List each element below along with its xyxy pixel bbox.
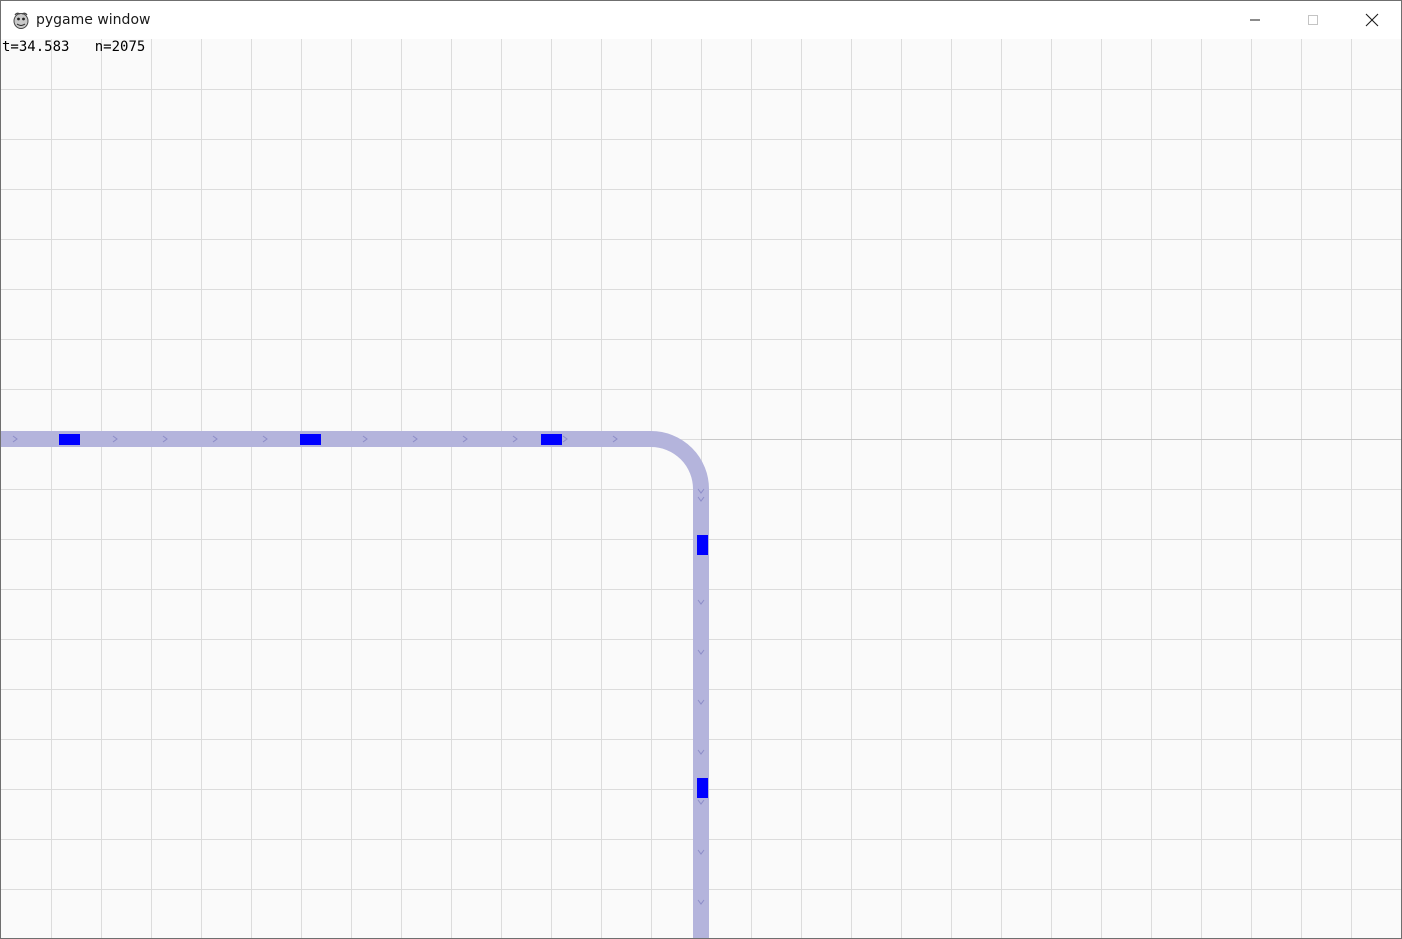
chevron-down-icon (697, 649, 705, 655)
vehicle (541, 434, 562, 445)
chevron-down-icon (697, 699, 705, 705)
chevron-right-icon (512, 435, 518, 443)
window-title: pygame window (36, 12, 151, 28)
chevron-right-icon (162, 435, 168, 443)
close-button[interactable] (1343, 1, 1401, 39)
road-path (1, 431, 709, 938)
chevron-right-icon (362, 435, 368, 443)
hud-readout: t=34.583 n=2075 (2, 39, 145, 56)
maximize-icon (1308, 15, 1318, 25)
pygame-snake-icon (13, 12, 29, 29)
chevron-right-icon (612, 435, 618, 443)
direction-arrows (12, 435, 705, 905)
chevron-down-icon (697, 849, 705, 855)
vehicle (59, 434, 80, 445)
title-bar[interactable]: pygame window (1, 1, 1401, 39)
chevron-right-icon (562, 435, 568, 443)
grid-lines (1, 39, 1401, 938)
maximize-button[interactable] (1284, 1, 1342, 39)
chevron-right-icon (462, 435, 468, 443)
vehicle (697, 535, 708, 555)
vehicle (697, 778, 708, 798)
close-icon (1365, 13, 1379, 27)
chevron-right-icon (262, 435, 268, 443)
chevron-right-icon (412, 435, 418, 443)
time-readout: t=34.583 (2, 39, 70, 55)
chevron-down-icon (697, 749, 705, 755)
chevron-down-icon (697, 488, 705, 494)
count-readout: n=2075 (94, 39, 146, 55)
chevron-down-icon (697, 599, 705, 605)
minimize-icon (1250, 19, 1260, 21)
minimize-button[interactable] (1226, 1, 1284, 39)
road-track (1, 431, 709, 938)
chevron-down-icon (697, 899, 705, 905)
simulation-canvas[interactable]: t=34.583 n=2075 (1, 39, 1401, 938)
vehicle (300, 434, 321, 445)
vehicles (59, 434, 708, 798)
chevron-right-icon (212, 435, 218, 443)
chevron-down-icon (697, 496, 705, 502)
simulation-drawing (1, 39, 1401, 938)
chevron-right-icon (12, 435, 18, 443)
chevron-down-icon (697, 799, 705, 805)
chevron-right-icon (112, 435, 118, 443)
